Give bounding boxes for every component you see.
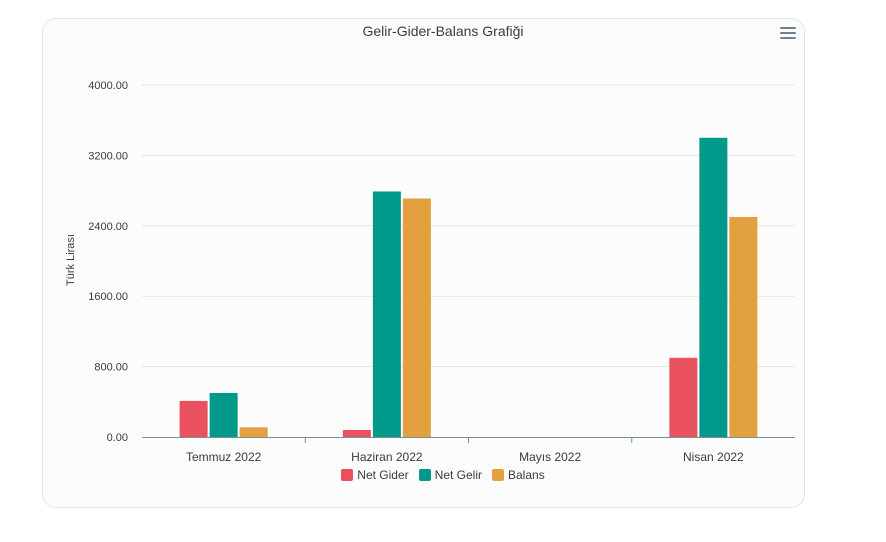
- bar-net-gider[interactable]: [342, 429, 371, 437]
- chart-title: Gelir-Gider-Balans Grafiği: [362, 23, 524, 39]
- x-tick-label: Nisan 2022: [683, 450, 744, 464]
- y-tick-label: 2400.00: [88, 221, 128, 233]
- legend-swatch: [492, 469, 504, 481]
- legend-swatch: [341, 469, 354, 481]
- x-tick-label: Mayıs 2022: [519, 450, 581, 464]
- y-tick-label: 3200.00: [88, 150, 128, 162]
- bar-net-gelir[interactable]: [372, 191, 401, 437]
- bar-net-gelir[interactable]: [699, 137, 728, 438]
- legend-label: Net Gelir: [434, 468, 482, 482]
- x-tick-label: Temmuz 2022: [186, 450, 262, 464]
- bars: [179, 137, 758, 438]
- legend-item[interactable]: Net Gider: [341, 468, 409, 482]
- hamburger-menu-icon[interactable]: [780, 27, 796, 39]
- bar-net-gelir[interactable]: [209, 393, 238, 437]
- legend-item[interactable]: Net Gelir: [418, 468, 482, 482]
- x-axis: Temmuz 2022 Haziran 2022 Mayıs 2022 Nisan 2…: [142, 437, 795, 464]
- legend-label: Net Gider: [357, 468, 409, 482]
- legend-item[interactable]: Balans: [492, 468, 545, 482]
- y-axis-ticks: 0.00 800.00 1600.00 2400.00 3200.00 4000.00: [88, 80, 128, 444]
- bar-net-gider[interactable]: [179, 400, 208, 437]
- bar-net-gider[interactable]: [669, 357, 698, 437]
- chart-legend: Net Gider Net Gelir Balans: [0, 468, 886, 482]
- y-tick-label: 4000.00: [88, 80, 128, 92]
- y-axis-label: Türk Lirası: [65, 234, 77, 286]
- legend-label: Balans: [508, 468, 545, 482]
- bar-balans[interactable]: [402, 198, 431, 437]
- legend-swatch: [418, 469, 431, 481]
- grid-lines: [142, 84, 795, 368]
- y-tick-label: 1600.00: [88, 291, 128, 303]
- y-tick-label: 800.00: [94, 362, 128, 374]
- bar-balans[interactable]: [239, 427, 268, 437]
- x-tick-label: Haziran 2022: [351, 450, 423, 464]
- y-tick-label: 0.00: [107, 432, 128, 444]
- bar-balans[interactable]: [729, 217, 758, 437]
